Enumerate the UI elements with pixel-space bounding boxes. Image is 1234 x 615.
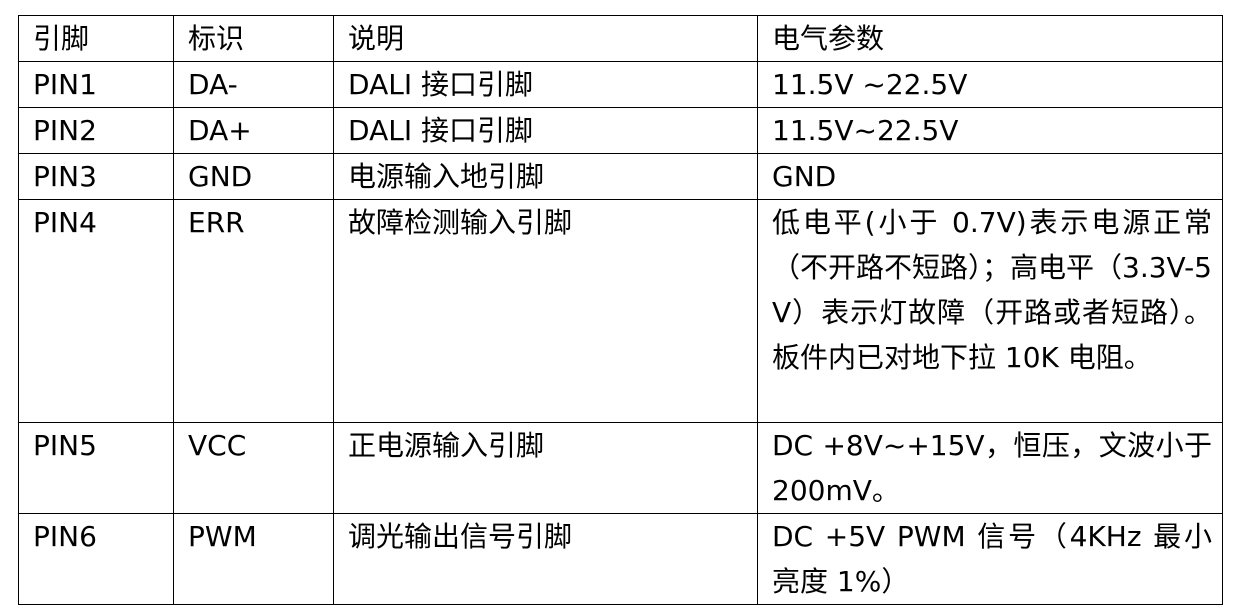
table-cell: 低电平(小于 0.7V)表示电源正常（不开路不短路）；高电平（3.3V-5V）表… <box>757 199 1223 423</box>
table-row: PIN5 VCC 正电源输入引脚 DC +8V~+15V，恒压，文波小于 200mV。 <box>18 422 1223 514</box>
table-row: PIN3 GND 电源输入地引脚 GND <box>18 153 1223 200</box>
table-cell: 说明 <box>333 15 758 62</box>
table-cell: 调光输出信号引脚 <box>333 513 758 605</box>
table-cell: 11.5V~22.5V <box>757 107 1223 154</box>
table-cell: DALI 接口引脚 <box>333 61 758 108</box>
table-cell: 电气参数 <box>757 15 1223 62</box>
pin-table: 引脚 标识 说明 电气参数 PIN1 DA- DALI 接口引脚 11.5V ~22.5V PI… <box>18 15 1223 605</box>
table-row: PIN4 ERR 故障检测输入引脚 低电平(小于 0.7V)表示电源正常（不开路不短路… <box>18 199 1223 423</box>
table-row: PIN2 DA+ DALI 接口引脚 11.5V~22.5V <box>18 107 1223 154</box>
table-cell: PIN3 <box>18 153 174 200</box>
table-cell: VCC <box>173 422 334 514</box>
table-cell: 电源输入地引脚 <box>333 153 758 200</box>
table-cell: 标识 <box>173 15 334 62</box>
table-cell: GND <box>757 153 1223 200</box>
table-row: PIN1 DA- DALI 接口引脚 11.5V ~22.5V <box>18 61 1223 108</box>
table-cell: DALI 接口引脚 <box>333 107 758 154</box>
table-cell: PIN1 <box>18 61 174 108</box>
table-cell: DC +8V~+15V，恒压，文波小于 200mV。 <box>757 422 1223 514</box>
table-cell: 引脚 <box>18 15 174 62</box>
table-cell: 故障检测输入引脚 <box>333 199 758 423</box>
table-cell: PIN2 <box>18 107 174 154</box>
table-row: 引脚 标识 说明 电气参数 <box>18 15 1223 62</box>
table-row: PIN6 PWM 调光输出信号引脚 DC +5V PWM 信号（4KHz 最小亮度 1… <box>18 513 1223 605</box>
table-cell: ERR <box>173 199 334 423</box>
table-body: 引脚 标识 说明 电气参数 PIN1 DA- DALI 接口引脚 11.5V ~22.5V PI… <box>18 15 1223 605</box>
table-cell: DA+ <box>173 107 334 154</box>
table-cell: GND <box>173 153 334 200</box>
table-cell: PIN6 <box>18 513 174 605</box>
table-cell: PIN4 <box>18 199 174 423</box>
table-cell: DC +5V PWM 信号（4KHz 最小亮度 1%） <box>757 513 1223 605</box>
table-cell: PIN5 <box>18 422 174 514</box>
table-cell: 正电源输入引脚 <box>333 422 758 514</box>
table-cell: 11.5V ~22.5V <box>757 61 1223 108</box>
table-cell: PWM <box>173 513 334 605</box>
table-cell: DA- <box>173 61 334 108</box>
